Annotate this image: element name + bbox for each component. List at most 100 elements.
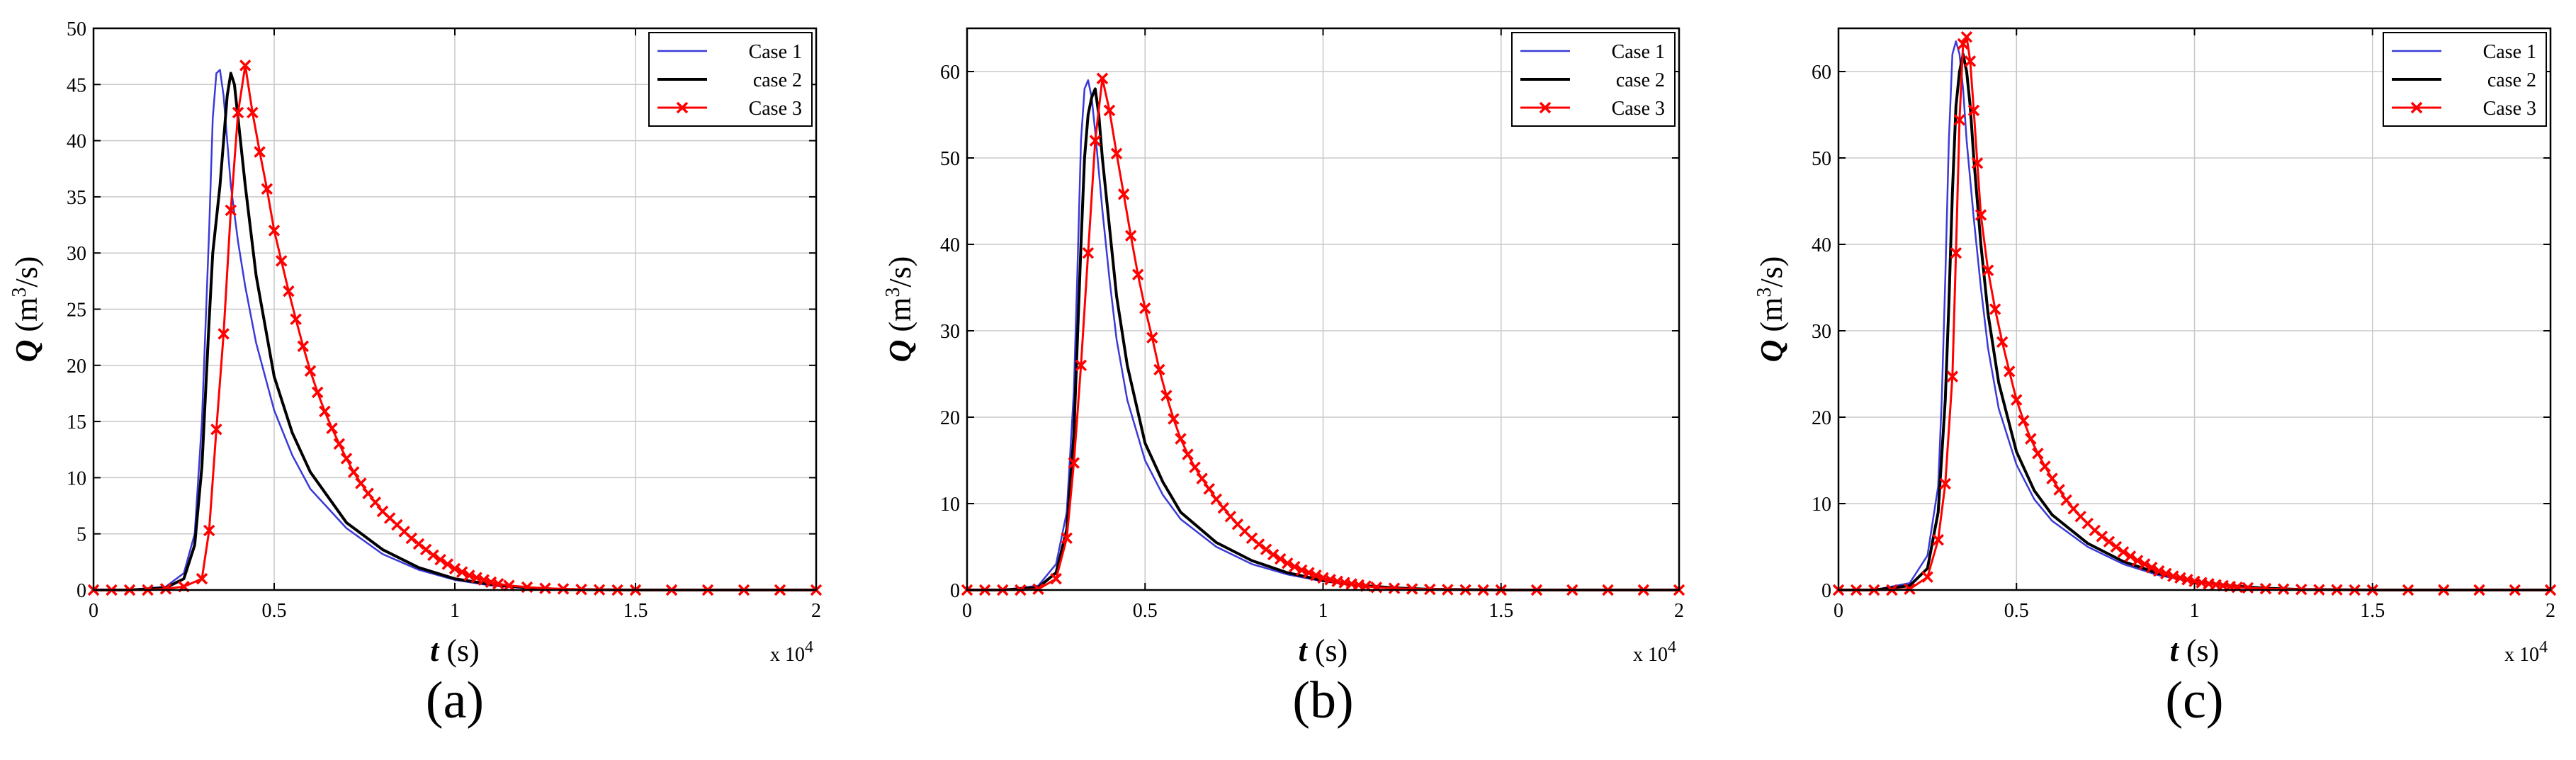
- x-tick-label: 1.5: [1488, 600, 1513, 622]
- y-tick-label: 45: [67, 74, 86, 96]
- data-point-marker: [1296, 564, 1308, 577]
- data-point-marker: [2003, 365, 2016, 378]
- data-point-marker: [2138, 558, 2151, 570]
- x-tick-label: 2: [811, 600, 821, 622]
- data-point-marker: [2153, 565, 2165, 577]
- data-point-marker: [2096, 531, 2108, 543]
- data-point-marker: [1110, 147, 1123, 160]
- data-point-marker: [441, 558, 454, 570]
- data-point-marker: [448, 562, 461, 575]
- data-point-marker: [261, 183, 273, 195]
- data-point-marker: [297, 340, 310, 353]
- data-point-marker: [340, 453, 353, 465]
- x-tick-label: 2: [2546, 600, 2555, 622]
- data-point-marker: [347, 466, 360, 478]
- data-point-marker: [1971, 157, 1984, 169]
- data-point-marker: [1050, 572, 1062, 585]
- data-point-marker: [283, 285, 295, 297]
- data-point-marker: [225, 204, 237, 217]
- y-tick-label: 60: [1812, 62, 1831, 84]
- legend-label-3: Case 3: [2483, 98, 2536, 120]
- x-tick-label: 1: [2190, 600, 2200, 622]
- data-point-marker: [1982, 264, 1994, 276]
- data-point-marker: [2110, 540, 2123, 553]
- data-point-marker: [1274, 552, 1287, 565]
- data-point-marker: [1950, 246, 1962, 259]
- panel-caption: (b): [1292, 671, 1353, 730]
- y-tick-label: 35: [67, 187, 86, 209]
- data-point-marker: [503, 579, 515, 591]
- data-point-marker: [1139, 302, 1151, 314]
- y-tick-label: 20: [940, 407, 960, 429]
- data-point-marker: [355, 477, 367, 489]
- data-point-marker: [1082, 246, 1095, 259]
- legend-label-1: Case 1: [2483, 41, 2536, 63]
- data-point-marker: [218, 328, 230, 340]
- data-point-marker: [2117, 546, 2130, 558]
- panel-caption: (a): [426, 671, 484, 730]
- y-axis-label: Q (m3/s): [9, 256, 44, 363]
- data-point-marker: [2259, 582, 2272, 595]
- data-point-marker: [210, 423, 222, 436]
- y-tick-label: 30: [940, 321, 960, 343]
- data-point-marker: [1388, 582, 1401, 594]
- legend: Case 1 case 2 Case 3: [2383, 32, 2547, 127]
- data-point-marker: [539, 582, 551, 594]
- x-axis-label: t (s): [1299, 633, 1348, 668]
- data-point-marker: [1939, 477, 1951, 490]
- y-tick-label: 40: [940, 234, 960, 256]
- data-point-marker: [1089, 135, 1102, 147]
- data-point-marker: [1203, 483, 1215, 495]
- data-point-marker: [1946, 370, 1959, 382]
- y-tick-label: 0: [1821, 580, 1831, 602]
- data-point-marker: [434, 553, 446, 566]
- legend-label-3: Case 3: [749, 98, 802, 120]
- x-tick-label: 0.5: [262, 600, 287, 622]
- x-axis-label: t (s): [2170, 633, 2220, 668]
- y-tick-label: 0: [950, 580, 960, 602]
- data-point-marker: [1960, 30, 1973, 43]
- y-tick-label: 10: [1812, 494, 1831, 516]
- data-point-marker: [159, 583, 172, 595]
- legend-label-1: Case 1: [1612, 41, 1665, 63]
- data-point-marker: [1160, 390, 1173, 402]
- legend-label-2: case 2: [2487, 69, 2536, 91]
- data-point-marker: [1267, 548, 1279, 561]
- data-point-marker: [1189, 461, 1201, 473]
- data-point-marker: [247, 106, 259, 119]
- data-point-marker: [2039, 460, 2051, 472]
- y-tick-label: 30: [67, 243, 86, 265]
- y-tick-label: 0: [77, 580, 86, 602]
- data-point-marker: [1953, 114, 1966, 126]
- y-tick-label: 50: [940, 148, 960, 170]
- data-point-marker: [2145, 562, 2158, 574]
- data-point-marker: [1196, 472, 1208, 484]
- y-tick-label: 20: [67, 356, 86, 378]
- legend-marker: [1539, 101, 1552, 114]
- y-tick-label: 10: [940, 494, 960, 516]
- data-point-marker: [1303, 567, 1315, 579]
- y-tick-label: 50: [1812, 148, 1831, 170]
- y-tick-label: 5: [77, 524, 86, 546]
- legend-label-2: case 2: [1616, 69, 1665, 91]
- data-point-marker: [311, 386, 324, 399]
- data-point-marker: [557, 583, 570, 595]
- y-tick-label: 30: [1812, 321, 1831, 343]
- x-tick-label: 1: [450, 600, 460, 622]
- y-axis-label: Q (m3/s): [1753, 256, 1789, 363]
- data-point-marker: [1131, 268, 1144, 280]
- x-tick-label: 0.5: [2004, 600, 2029, 622]
- legend-marker: [2410, 101, 2423, 114]
- data-point-marker: [333, 438, 346, 450]
- data-point-marker: [1182, 448, 1194, 460]
- legend-label-2: case 2: [753, 69, 802, 91]
- y-tick-label: 20: [1812, 407, 1831, 429]
- data-point-marker: [290, 313, 302, 326]
- data-point-marker: [362, 487, 374, 499]
- data-point-marker: [319, 405, 331, 418]
- data-point-marker: [1975, 209, 1987, 221]
- data-point-marker: [2011, 394, 2023, 406]
- data-point-marker: [1967, 104, 1980, 117]
